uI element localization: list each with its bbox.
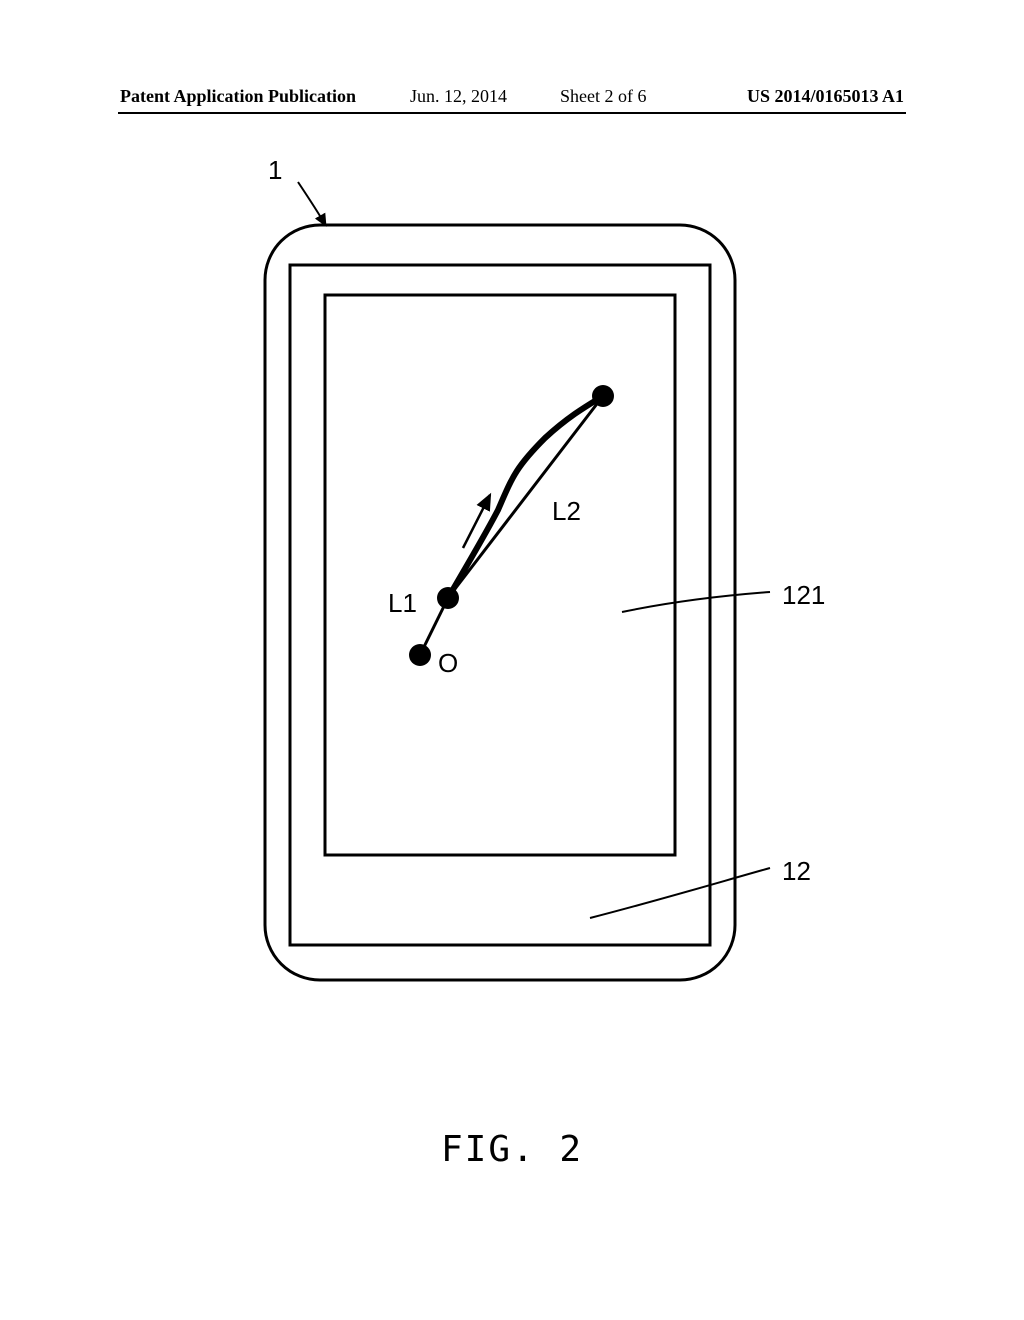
figure-caption: FIG. 2 [0, 1129, 1024, 1170]
segment-l2-label: L2 [552, 496, 581, 527]
leader-12 [590, 868, 770, 918]
screen-rect [290, 265, 710, 945]
page: Patent Application Publication Jun. 12, … [0, 0, 1024, 1320]
inner-panel-rect [325, 295, 675, 855]
ref-121-label: 121 [782, 580, 825, 611]
point-p1 [437, 587, 459, 609]
point-o [409, 644, 431, 666]
point-p2 [592, 385, 614, 407]
motion-arrow [463, 495, 490, 548]
figure-svg [0, 0, 1024, 1320]
ref-12-label: 12 [782, 856, 811, 887]
leader-device [298, 182, 326, 226]
device-outline [265, 225, 735, 980]
device-ref-label: 1 [268, 155, 282, 186]
segment-l1-label: L1 [388, 588, 417, 619]
point-o-label: O [438, 648, 458, 679]
leader-121 [622, 592, 770, 612]
